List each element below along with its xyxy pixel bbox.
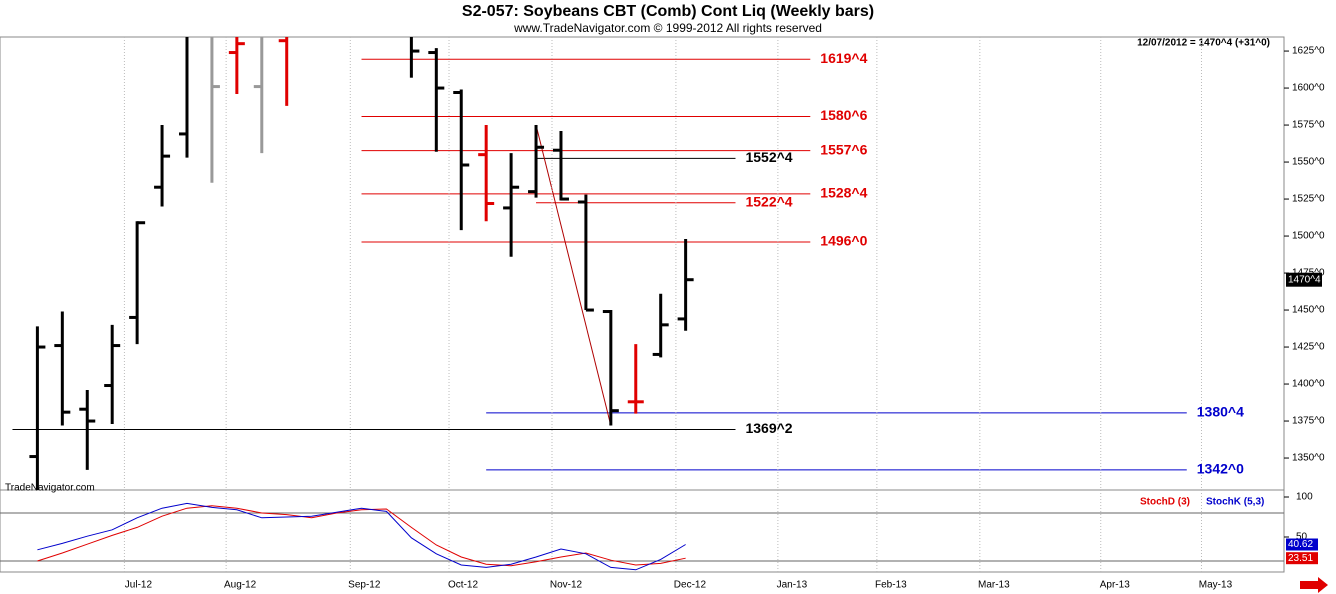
y-tick-label: 1350^0: [1292, 453, 1325, 464]
x-tick-label: Oct-12: [448, 580, 478, 591]
level-label: 1380^4: [1197, 404, 1244, 420]
price-panel: [12, 37, 1187, 490]
value-box: [1286, 538, 1318, 551]
watermark: TradeNavigator.com: [5, 483, 95, 494]
value-label: 23.51: [1288, 553, 1313, 564]
level-label: 1619^4: [820, 50, 867, 66]
x-tick-label: Sep-12: [348, 580, 381, 591]
level-label: 1552^4: [745, 149, 792, 165]
level-label: 1580^6: [820, 107, 867, 123]
price-box: [1286, 272, 1322, 287]
scroll-arrow[interactable]: [1300, 577, 1328, 593]
level-label: 1369^2: [745, 420, 792, 436]
y-tick-label: 1425^0: [1292, 342, 1325, 353]
price-label: 1470^4: [1288, 274, 1321, 285]
level-label: 1557^6: [820, 141, 867, 157]
x-tick-label: Jan-13: [777, 580, 808, 591]
y-tick-label: 100: [1296, 492, 1313, 503]
value-box: [1286, 552, 1318, 565]
x-tick-label: Nov-12: [550, 580, 583, 591]
x-tick-label: May-13: [1199, 580, 1233, 591]
status: 12/07/2012 = 1470^4 (+31^0): [1137, 38, 1270, 49]
chart-title: S2-057: Soybeans CBT (Comb) Cont Liq (We…: [462, 3, 874, 20]
stoch-line: [37, 505, 686, 567]
x-tick-label: Aug-12: [224, 580, 257, 591]
x-tick-label: Apr-13: [1100, 580, 1130, 591]
y-tick-label: 1400^0: [1292, 379, 1325, 390]
y-tick-label: 1550^0: [1292, 157, 1325, 168]
y-tick-label: 50: [1296, 532, 1308, 543]
y-tick-label: 1525^0: [1292, 194, 1325, 205]
legend-entry: StochD (3): [1140, 497, 1190, 508]
y-tick-label: 1375^0: [1292, 416, 1325, 427]
trend-line: [535, 124, 612, 426]
value-label: 40.62: [1288, 539, 1313, 550]
y-tick-label: 1450^0: [1292, 305, 1325, 316]
x-tick-label: Dec-12: [674, 580, 707, 591]
stoch-line: [37, 502, 686, 571]
chart-subtitle: www.TradeNavigator.com © 1999-2012 All r…: [513, 21, 822, 35]
level-label: 1342^0: [1197, 461, 1244, 477]
y-tick-label: 1600^0: [1292, 83, 1325, 94]
legend-entry: StochK (5,3): [1206, 497, 1264, 508]
x-tick-label: Mar-13: [978, 580, 1010, 591]
y-tick-label: 1575^0: [1292, 120, 1325, 131]
x-tick-label: Jul-12: [125, 580, 153, 591]
x-tick-label: Feb-13: [875, 580, 907, 591]
y-tick-label: 1500^0: [1292, 231, 1325, 242]
level-label: 1528^4: [820, 185, 867, 201]
level-label: 1522^4: [745, 193, 792, 209]
level-label: 1496^0: [820, 233, 867, 249]
y-tick-label: 1625^0: [1292, 46, 1325, 57]
plot-frame: [0, 36, 1285, 573]
